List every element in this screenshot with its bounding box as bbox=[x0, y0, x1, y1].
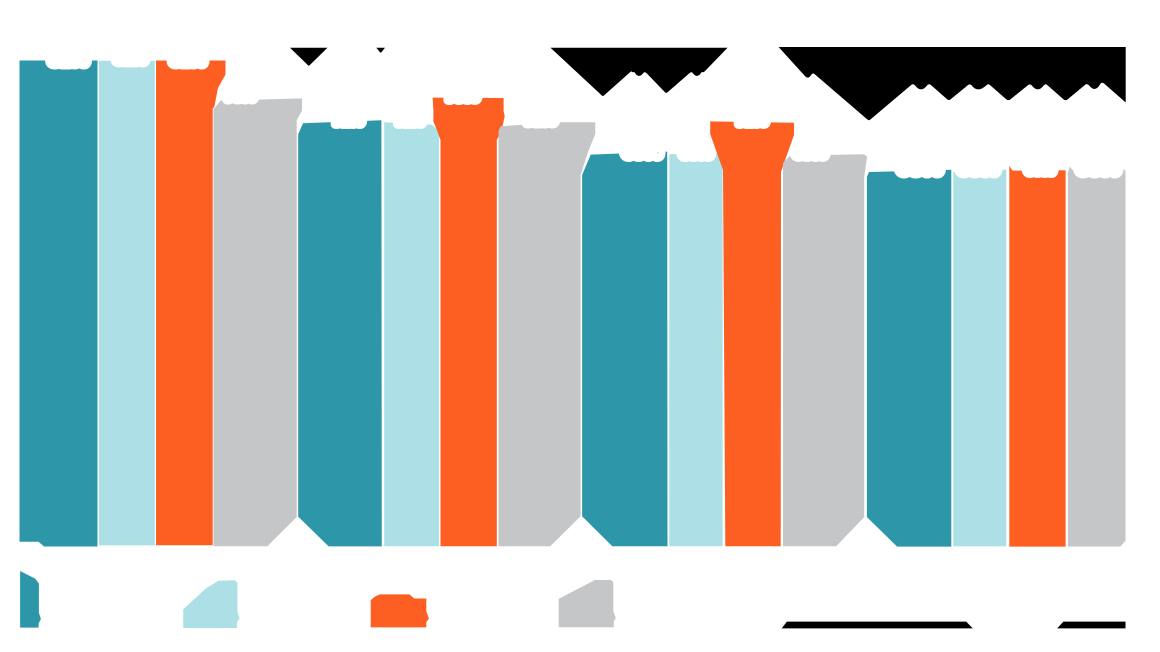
svg-text:81%: 81% bbox=[49, 49, 87, 70]
svg-text:65%: 65% bbox=[680, 144, 711, 161]
svg-text:71%: 71% bbox=[396, 112, 423, 127]
svg-text:63%: 63% bbox=[1026, 160, 1055, 176]
svg-text:65%: 65% bbox=[794, 144, 826, 161]
svg-text:71%: 71% bbox=[736, 111, 766, 128]
svg-text:63%: 63% bbox=[958, 157, 998, 179]
svg-text:65%: 65% bbox=[623, 141, 661, 162]
svg-text:71%: 71% bbox=[524, 111, 555, 128]
svg-text:63%: 63% bbox=[1077, 156, 1119, 179]
svg-text:63%: 63% bbox=[897, 154, 941, 179]
svg-text:75%: 75% bbox=[446, 87, 478, 104]
svg-text:81%: 81% bbox=[171, 50, 205, 69]
svg-text:75%: 75% bbox=[225, 86, 255, 103]
svg-text:71%: 71% bbox=[333, 112, 362, 128]
svg-text:81%: 81% bbox=[115, 50, 146, 67]
